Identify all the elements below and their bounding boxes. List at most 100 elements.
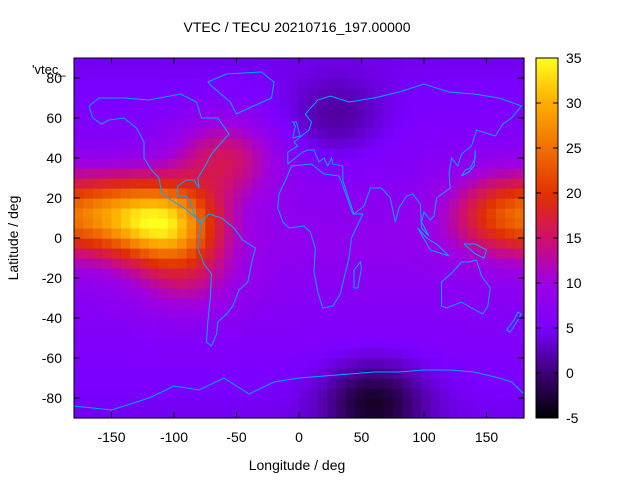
heatmap-cell [139,188,150,199]
heatmap-cell [336,298,347,309]
heatmap-cell [383,308,394,319]
heatmap-cell [308,298,319,309]
heatmap-cell [364,308,375,319]
heatmap-cell [345,78,356,89]
heatmap-cell [364,208,375,219]
coastline-segment [88,93,230,223]
heatmap-cell [439,348,450,359]
heatmap-cell [327,168,338,179]
heatmap-cell [111,98,122,109]
heatmap-cell [130,68,141,79]
x-tick-label: 50 [354,429,370,445]
heatmap-cell [374,238,384,249]
heatmap-cell [214,58,225,69]
heatmap-cell [477,328,488,339]
heatmap-cell [299,168,309,179]
heatmap-cell [233,278,244,289]
heatmap-cell [364,348,375,359]
heatmap-cell [83,198,94,209]
heatmap-cell [289,148,300,159]
heatmap-cell [289,128,300,139]
heatmap-cell [158,228,169,239]
heatmap-cell [439,328,450,339]
heatmap-cell [439,68,450,79]
colorbar-tick-label: 5 [566,320,574,336]
heatmap-cell [392,138,403,149]
heatmap-cell [233,168,244,179]
heatmap-cell [308,68,319,79]
heatmap-cell [411,98,422,109]
heatmap-cell [270,248,281,259]
heatmap-cell [486,388,497,399]
heatmap-cell [130,248,141,259]
heatmap-cell [177,288,188,299]
heatmap-cell [345,198,356,209]
heatmap-cell [392,278,403,289]
heatmap-cell [130,208,141,219]
heatmap-cell [345,388,356,399]
heatmap-cell [439,178,450,189]
heatmap-cell [317,248,328,259]
heatmap-cell [467,248,478,259]
heatmap-cell [383,358,394,369]
heatmap-cell [102,318,113,329]
heatmap-cell [420,398,431,409]
heatmap-cell [364,248,375,259]
heatmap-cell [317,278,328,289]
heatmap-cell [327,208,338,219]
heatmap-cell [467,168,478,179]
heatmap-cell [355,198,366,209]
heatmap-cell [430,268,441,279]
heatmap-cell [233,158,244,169]
heatmap-cell [224,358,234,369]
heatmap-cell [411,298,422,309]
heatmap-cell [383,298,394,309]
heatmap-cell [402,238,413,249]
heatmap-cell [120,358,131,369]
heatmap-cell [167,198,178,209]
heatmap-cell [261,218,272,229]
heatmap-cell [242,88,253,99]
heatmap-cell [308,368,319,379]
heatmap-cell [130,168,141,179]
heatmap-cell [392,118,403,129]
heatmap-cell [449,208,459,219]
heatmap-cell [130,98,141,109]
heatmap-cell [299,288,309,299]
heatmap-cell [130,228,141,239]
heatmap-cell [439,288,450,299]
heatmap-cell [205,168,216,179]
heatmap-cell [327,108,338,119]
heatmap-cell [308,88,319,99]
heatmap-cell [374,188,384,199]
heatmap-cell [83,138,94,149]
heatmap-cell [74,148,84,159]
heatmap-cell [195,158,206,169]
heatmap-cell [327,158,338,169]
heatmap-cell [392,178,403,189]
heatmap-cell [402,158,413,169]
heatmap-cell [139,318,150,329]
heatmap-cell [102,218,113,229]
heatmap-cell [505,288,516,299]
heatmap-cell [317,348,328,359]
heatmap-cell [224,88,234,99]
heatmap-cell [467,338,478,349]
heatmap-cell [92,388,103,399]
heatmap-cell [289,198,300,209]
heatmap-cell [270,288,281,299]
heatmap-cell [411,268,422,279]
heatmap-cell [327,278,338,289]
heatmap-cell [261,188,272,199]
heatmap-cell [233,88,244,99]
heatmap-cell [327,338,338,349]
heatmap-cell [177,158,188,169]
heatmap-cell [486,338,497,349]
coastline-segment [353,260,363,289]
heatmap-cell [402,198,413,209]
heatmap-cell [449,108,459,119]
heatmap-cell [252,218,263,229]
heatmap-cell [430,288,441,299]
heatmap-cell [327,348,338,359]
heatmap-cell [120,108,131,119]
